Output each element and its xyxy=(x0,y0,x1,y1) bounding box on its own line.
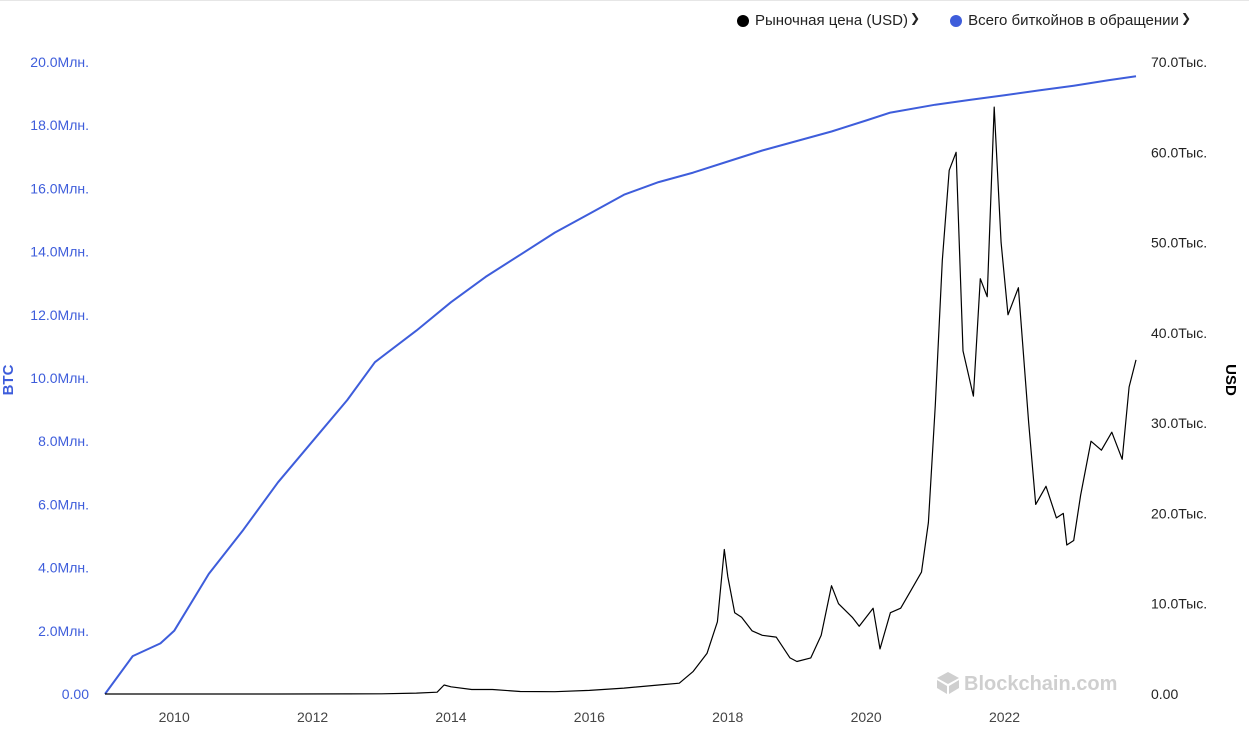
watermark-text: Blockchain.com xyxy=(964,673,1117,695)
left-tick-label: 4.0Млн. xyxy=(38,560,89,576)
legend-dot-market-price xyxy=(736,14,749,27)
left-tick-label: 20.0Млн. xyxy=(30,54,89,70)
x-tick-label: 2016 xyxy=(574,709,605,725)
left-axis-ticks: 0.00 2.0Млн. 4.0Млн. 6.0Млн. 8.0Млн. 10.0Млн.… xyxy=(30,54,89,702)
left-tick-label: 2.0Млн. xyxy=(38,623,89,639)
series-line-market-price xyxy=(105,106,1137,695)
left-tick-label: 14.0Млн. xyxy=(30,244,89,260)
chevron-down-icon[interactable]: ❯ xyxy=(910,10,921,25)
legend: Рыночная цена (USD) ❯ Всего биткойнов в … xyxy=(736,10,1191,29)
right-tick-label: 70.0Тыс. xyxy=(1151,54,1207,70)
x-tick-label: 2022 xyxy=(989,709,1020,725)
x-tick-label: 2010 xyxy=(159,709,190,725)
x-tick-label: 2014 xyxy=(435,709,466,725)
left-axis-title: BTC xyxy=(0,364,17,395)
series-layer xyxy=(104,75,1137,695)
x-tick-label: 2020 xyxy=(851,709,882,725)
right-tick-label: 40.0Тыс. xyxy=(1151,325,1207,341)
left-tick-label: 16.0Млн. xyxy=(30,180,89,196)
right-tick-label: 10.0Тыс. xyxy=(1151,596,1207,612)
legend-label-total-bitcoins: Всего биткойнов в обращении xyxy=(968,12,1179,29)
right-axis-ticks: 0.00 10.0Тыс. 20.0Тыс. 30.0Тыс. 40.0Тыс. 50.0… xyxy=(1151,54,1207,702)
chevron-down-icon[interactable]: ❯ xyxy=(1180,10,1191,25)
right-tick-label: 20.0Тыс. xyxy=(1151,505,1207,521)
legend-dot-total-bitcoins xyxy=(950,14,963,27)
left-tick-label: 6.0Млн. xyxy=(38,496,89,512)
x-tick-label: 2012 xyxy=(297,709,328,725)
legend-item-market-price[interactable]: Рыночная цена (USD) ❯ xyxy=(736,10,921,29)
left-tick-label: 18.0Млн. xyxy=(30,117,89,133)
left-tick-label: 0.00 xyxy=(62,686,89,702)
right-tick-label: 0.00 xyxy=(1151,686,1178,702)
top-divider xyxy=(0,0,1249,1)
left-tick-label: 10.0Млн. xyxy=(30,370,89,386)
blockchain-logo-icon xyxy=(937,672,959,694)
legend-label-market-price: Рыночная цена (USD) xyxy=(754,12,908,29)
right-tick-label: 30.0Тыс. xyxy=(1151,415,1207,431)
x-axis-ticks: 2010 2012 2014 2016 2018 2020 2022 xyxy=(159,709,1021,725)
right-axis-title: USD xyxy=(1222,364,1239,396)
legend-item-total-bitcoins[interactable]: Всего биткойнов в обращении ❯ xyxy=(950,10,1191,29)
right-tick-label: 50.0Тыс. xyxy=(1151,235,1207,251)
left-tick-label: 12.0Млн. xyxy=(30,307,89,323)
right-tick-label: 60.0Тыс. xyxy=(1151,144,1207,160)
watermark: Blockchain.com xyxy=(937,672,1117,695)
series-line-total-bitcoins xyxy=(104,75,1137,695)
x-tick-label: 2018 xyxy=(712,709,743,725)
left-tick-label: 8.0Млн. xyxy=(38,433,89,449)
